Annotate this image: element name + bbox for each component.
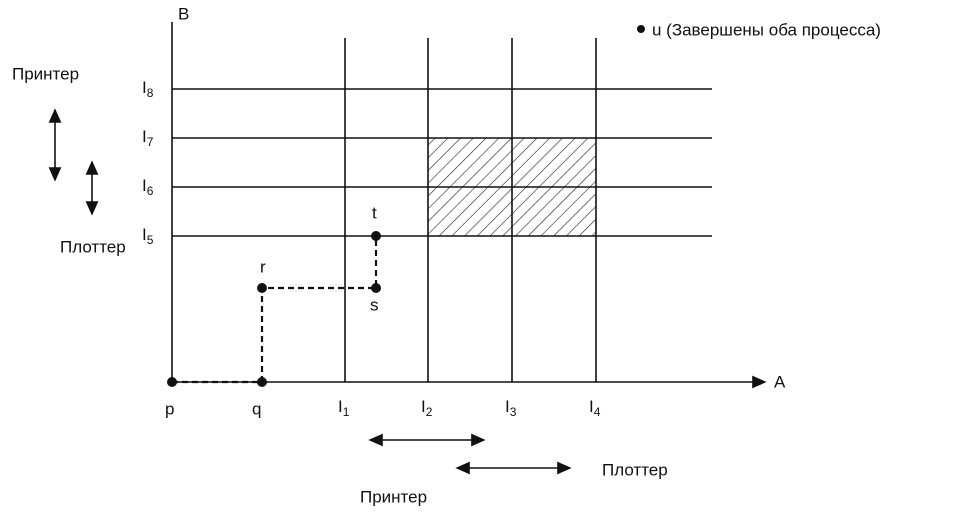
point-label: p [165,399,174,418]
resource-label: Принтер [12,64,79,83]
point [167,377,177,387]
legend-dot [637,25,645,33]
level-label: I7 [142,127,154,149]
legend-text: u (Завершены оба процесса) [652,20,881,39]
point-label: s [370,295,379,314]
level-label: I1 [338,397,350,419]
y-axis-label: B [178,4,189,23]
level-label: I3 [505,397,517,419]
resource-label: Плоттер [60,237,126,256]
point [257,283,267,293]
point [371,283,381,293]
point-label: t [372,203,377,222]
resource-label: Плоттер [602,460,668,479]
point-label: q [252,399,261,418]
point-label: r [260,257,266,276]
level-label: I8 [142,78,154,100]
point [371,231,381,241]
x-axis-label: A [774,372,786,391]
level-label: I6 [142,176,154,198]
point [257,377,267,387]
level-label: I2 [421,397,433,419]
level-label: I5 [142,225,154,247]
resource-label: Принтер [360,487,427,506]
level-label: I4 [589,397,601,419]
